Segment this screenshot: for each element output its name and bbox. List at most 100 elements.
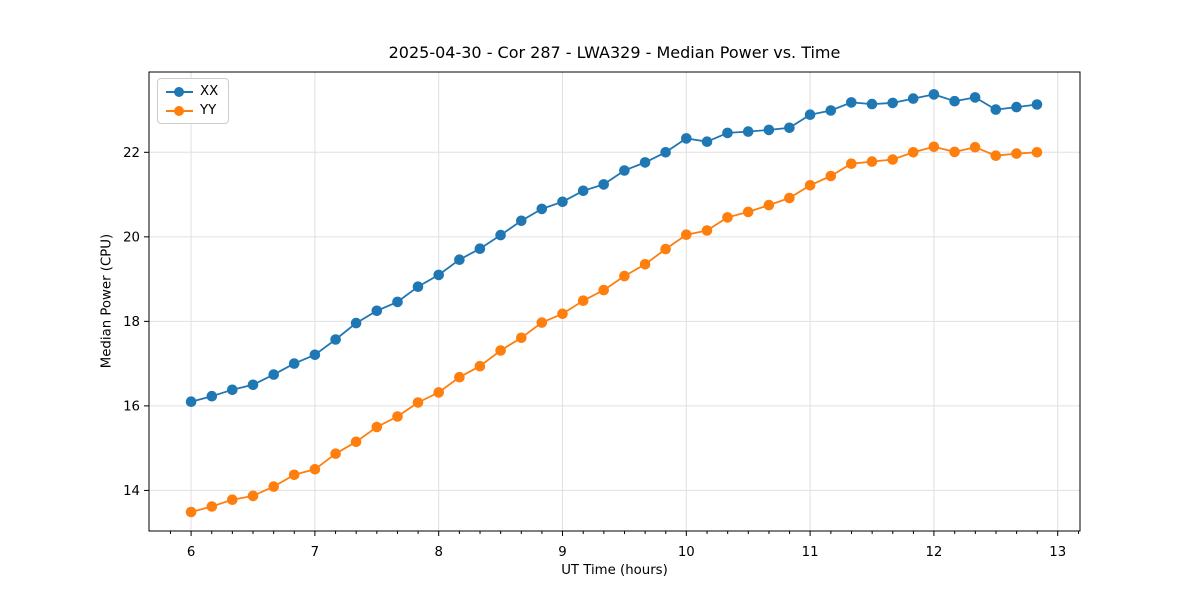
series-yy-point xyxy=(557,308,568,320)
series-xx-point xyxy=(474,243,486,254)
chart-title: 2025-04-30 - Cor 287 - LWA329 - Median P… xyxy=(388,43,841,62)
series-xx-point xyxy=(206,390,218,402)
series-xx-point xyxy=(371,305,383,317)
yy-series-marker-icon xyxy=(166,105,193,116)
series-xx-point xyxy=(804,109,816,120)
series-yy-point xyxy=(598,284,609,296)
series-xx-point xyxy=(185,396,197,408)
y-tick-label: 14 xyxy=(123,484,140,499)
series-xx-point xyxy=(268,369,280,380)
x-tick-label: 9 xyxy=(558,545,566,560)
series-xx-point xyxy=(990,104,1002,115)
series-xx-point xyxy=(557,196,568,208)
y-tick-label: 20 xyxy=(123,231,140,246)
series-yy-point xyxy=(1011,148,1022,159)
series-yy-point xyxy=(536,317,548,328)
series-xx-point xyxy=(392,296,403,308)
series-yy-point xyxy=(577,295,589,307)
series-xx-point xyxy=(763,124,775,136)
series-xx-point xyxy=(1031,99,1043,110)
series-xx-point xyxy=(887,97,898,109)
series-xx-point xyxy=(866,98,878,110)
series-yy-point xyxy=(742,206,754,218)
series-yy-point xyxy=(722,212,733,223)
series-yy-point xyxy=(392,411,403,422)
legend-label-xx: XX xyxy=(200,84,219,99)
series-xx-point xyxy=(330,334,341,345)
y-axis-label: Median Power (CPU) xyxy=(99,233,115,369)
series-yy-point xyxy=(619,270,630,282)
series-yy-point xyxy=(701,225,713,236)
x-tick-label: 11 xyxy=(802,545,819,560)
series-xx-point xyxy=(825,105,837,116)
series-xx-point xyxy=(660,147,671,158)
series-xx-point xyxy=(516,215,527,227)
y-tick-label: 22 xyxy=(123,146,140,161)
x-tick-label: 13 xyxy=(1049,545,1066,560)
series-yy-point xyxy=(185,506,197,518)
plot-frame xyxy=(148,71,1081,532)
x-tick-label: 7 xyxy=(311,545,319,560)
x-tick-label: 6 xyxy=(187,545,195,560)
legend-item-xx: XX xyxy=(166,85,218,98)
series-xx-point xyxy=(454,254,465,265)
series-xx-point xyxy=(495,229,506,241)
series-xx-point xyxy=(619,165,630,176)
series-yy-point xyxy=(763,199,775,211)
series-yy-point xyxy=(825,170,837,182)
x-tick-label: 10 xyxy=(678,545,695,560)
series-xx-point xyxy=(577,185,589,197)
series-yy-point xyxy=(846,158,857,169)
x-axis-label: UT Time (hours) xyxy=(561,563,668,578)
series-yy-point xyxy=(412,397,424,408)
series-xx-point xyxy=(846,97,857,108)
series-xx-point xyxy=(639,157,651,168)
series-yy-point xyxy=(681,229,692,240)
series-yy-point xyxy=(474,360,486,372)
series-xx-point xyxy=(722,127,733,139)
series-yy-point xyxy=(990,150,1002,161)
series-xx-point xyxy=(536,203,548,215)
series-yy-point xyxy=(268,481,280,492)
series-xx-point xyxy=(681,133,692,144)
y-tick-label: 18 xyxy=(123,315,140,330)
series-yy-point xyxy=(887,154,898,165)
series-yy-point xyxy=(433,387,445,398)
series-yy-point xyxy=(309,464,321,475)
series-yy-point xyxy=(516,332,527,344)
series-xx-point xyxy=(907,93,919,104)
legend-label-yy: YY xyxy=(200,103,217,118)
series-xx-point xyxy=(288,358,300,369)
xx-series-marker-icon xyxy=(166,86,193,97)
series-xx-point xyxy=(1011,101,1022,113)
series-xx-point xyxy=(969,92,981,103)
series-yy-point xyxy=(639,259,651,270)
x-tick-label: 12 xyxy=(925,545,942,560)
series-xx-point xyxy=(433,269,445,281)
series-yy-point xyxy=(495,345,506,356)
series-yy-point xyxy=(330,448,341,460)
series-xx-point xyxy=(742,126,754,137)
series-yy-point xyxy=(660,243,671,255)
series-xx-point xyxy=(701,136,713,147)
series-yy-point xyxy=(907,147,919,158)
series-yy-point xyxy=(288,469,300,481)
series-yy-point xyxy=(227,494,238,506)
series-xx-point xyxy=(227,384,238,396)
series-yy-point xyxy=(371,421,383,433)
series-xx-point xyxy=(928,89,940,100)
series-yy-point xyxy=(350,436,362,448)
series-yy-point xyxy=(454,371,465,383)
series-yy-point xyxy=(247,490,259,502)
series-yy-point xyxy=(804,180,816,191)
x-tick-label: 8 xyxy=(434,545,442,560)
series-yy-point xyxy=(784,192,795,204)
series-yy-point xyxy=(928,141,940,153)
legend-item-yy: YY xyxy=(166,104,218,117)
series-xx-point xyxy=(784,122,795,134)
legend: XX YY xyxy=(157,78,230,124)
series-xx-point xyxy=(247,379,259,391)
series-xx-point xyxy=(949,95,960,107)
